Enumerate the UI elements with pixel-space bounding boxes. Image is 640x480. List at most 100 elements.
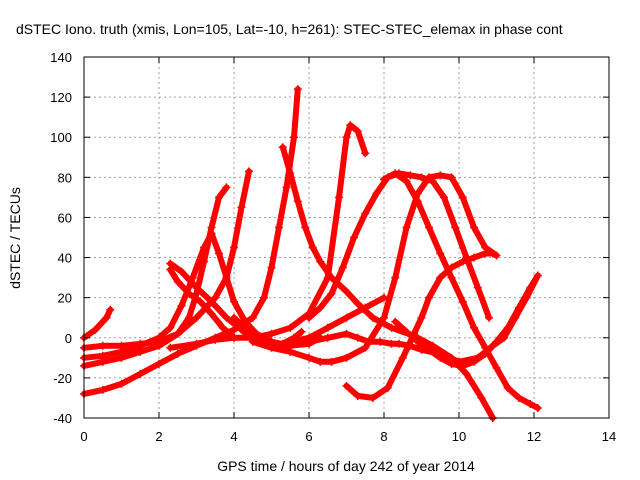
y-tick-label: 0	[65, 331, 72, 346]
data-point	[368, 313, 377, 322]
data-point	[293, 85, 302, 94]
data-point	[406, 171, 415, 180]
data-point	[380, 293, 388, 302]
data-point	[327, 357, 336, 366]
data-point	[338, 263, 347, 272]
data-point	[533, 403, 542, 412]
data-point	[402, 327, 411, 336]
series-line	[81, 306, 114, 341]
data-point	[98, 357, 107, 366]
data-point	[316, 357, 325, 366]
data-point	[526, 283, 535, 292]
data-point	[425, 223, 433, 232]
series-line	[249, 172, 500, 365]
series-line	[392, 272, 541, 369]
series-line	[381, 170, 541, 411]
data-point	[327, 289, 336, 298]
data-point	[353, 391, 362, 400]
data-point	[492, 363, 501, 372]
data-point	[230, 313, 238, 322]
data-point	[245, 167, 253, 176]
plot-frame	[83, 56, 610, 419]
data-point	[241, 323, 250, 332]
data-point	[350, 233, 358, 242]
data-point	[387, 323, 396, 332]
data-point	[286, 347, 295, 356]
data-point	[278, 143, 287, 152]
data-point	[458, 297, 467, 306]
data-point	[215, 193, 223, 202]
data-point	[492, 337, 501, 346]
data-point	[215, 249, 223, 258]
data-point	[402, 223, 411, 232]
data-point	[425, 345, 433, 354]
x-tick-label: 6	[305, 429, 312, 444]
data-point	[335, 193, 343, 202]
data-point	[462, 369, 471, 378]
data-point	[211, 335, 220, 344]
y-tick-label: 140	[50, 50, 72, 65]
series-4	[80, 183, 231, 352]
data-point	[200, 257, 208, 266]
y-tick-label: 40	[58, 251, 72, 266]
series-layer	[80, 85, 542, 422]
data-point	[286, 323, 295, 332]
data-point	[383, 173, 392, 182]
data-point	[117, 353, 126, 362]
data-point	[286, 337, 295, 346]
x-tick-label: 0	[80, 429, 87, 444]
data-point	[361, 209, 370, 218]
data-point	[395, 169, 403, 178]
axes: 0 2 4 6 8 10 12 14 -40 -20 0 20 40 60 80 100 120 140	[50, 50, 616, 444]
data-point	[372, 189, 381, 198]
data-point	[166, 323, 175, 332]
data-point	[177, 301, 186, 310]
data-point	[451, 223, 460, 232]
data-point	[436, 249, 445, 258]
data-point	[436, 171, 445, 180]
data-point	[533, 271, 542, 280]
data-point	[260, 293, 268, 302]
data-point	[222, 313, 231, 322]
data-point	[267, 263, 276, 272]
data-point	[462, 253, 471, 262]
series-17	[305, 169, 493, 322]
data-point	[413, 197, 422, 206]
series-16	[391, 271, 542, 370]
series-1	[80, 305, 115, 342]
data-point	[342, 381, 351, 390]
data-point	[417, 173, 426, 182]
data-point	[342, 353, 351, 362]
data-point	[515, 393, 523, 402]
x-tick-label: 10	[452, 429, 466, 444]
data-point	[473, 283, 482, 292]
data-point	[290, 133, 298, 142]
data-point	[447, 273, 456, 282]
data-point	[305, 353, 313, 362]
data-point	[323, 333, 332, 342]
series-line	[81, 86, 301, 397]
data-point	[398, 353, 407, 362]
data-point	[173, 329, 182, 338]
data-point	[485, 313, 493, 322]
data-point	[297, 327, 306, 336]
data-point	[428, 177, 437, 186]
data-point	[323, 323, 332, 332]
data-point	[458, 193, 467, 202]
y-tick-label: 60	[58, 210, 72, 225]
data-point	[383, 383, 392, 392]
data-point	[413, 337, 422, 346]
data-point	[342, 313, 351, 322]
data-point	[361, 303, 370, 312]
data-point	[342, 287, 351, 296]
y-tick-label: -40	[53, 411, 72, 426]
data-point	[361, 149, 370, 158]
data-point	[192, 313, 201, 322]
data-point	[353, 333, 362, 342]
series-10	[278, 143, 497, 422]
data-point	[342, 329, 351, 338]
series-12	[248, 171, 501, 366]
data-point	[458, 361, 467, 370]
series-15	[380, 169, 542, 412]
